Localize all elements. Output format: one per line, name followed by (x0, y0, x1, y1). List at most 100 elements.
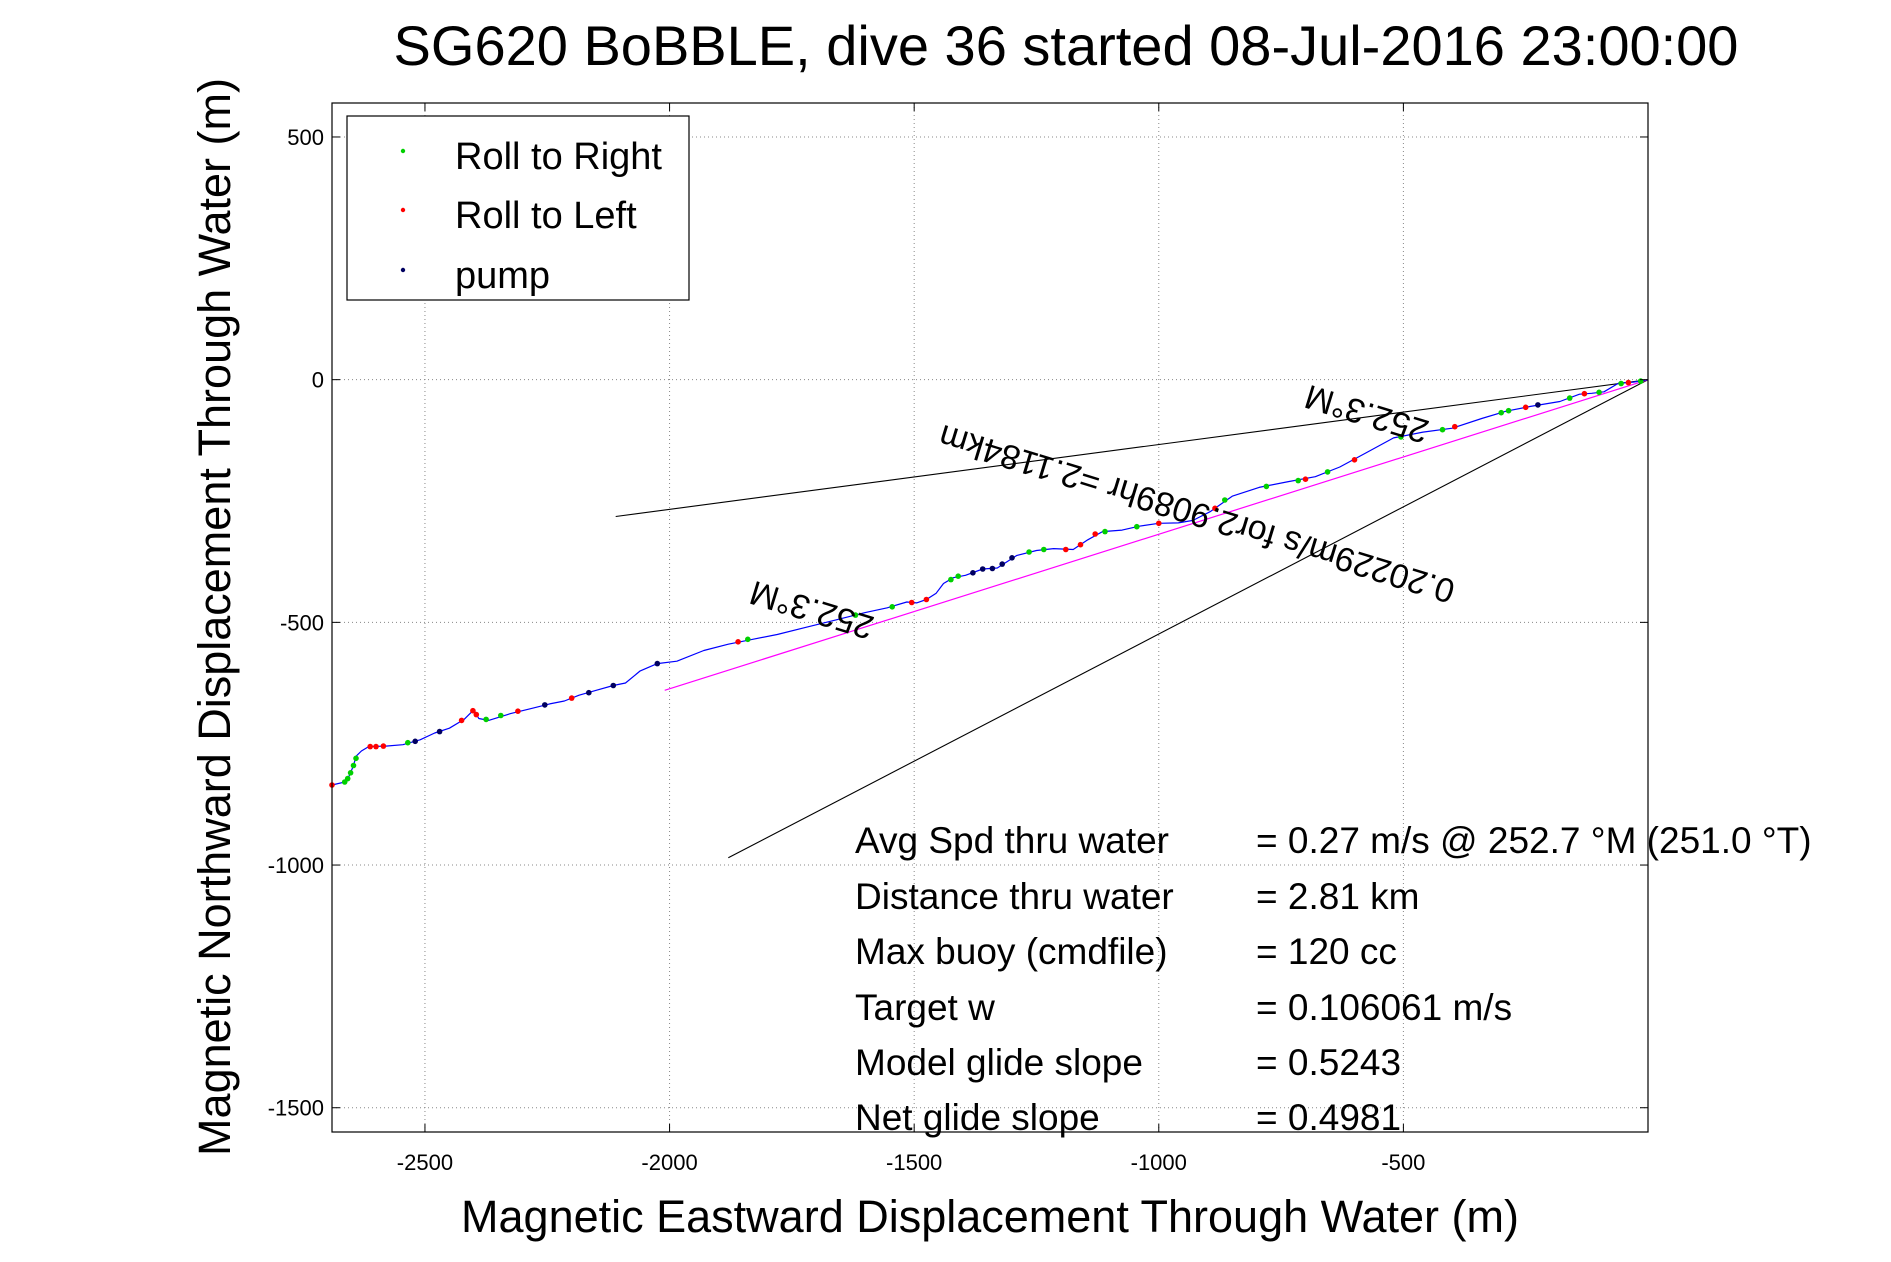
marker-roll-left (1156, 520, 1162, 527)
legend-marker-roll-left (400, 207, 406, 213)
marker-roll-right (1324, 469, 1331, 475)
stat-label-avg-speed: Avg Spd thru water (855, 820, 1169, 861)
marker-roll-right (948, 576, 954, 583)
marker-roll-right (341, 779, 348, 785)
marker-pump (1535, 402, 1541, 408)
stat-label-net-glide: Net glide slope (855, 1097, 1100, 1138)
marker-pump (970, 570, 976, 576)
legend-marker-pump (400, 267, 406, 273)
stat-value-model-glide: = 0.5243 (1256, 1042, 1401, 1083)
marker-pump (654, 660, 661, 667)
marker-roll-right (1439, 426, 1446, 433)
stat-label-target-w: Target w (855, 987, 995, 1028)
average-current-line-path (664, 379, 1649, 691)
marker-roll-right (405, 739, 411, 746)
marker-roll-left (1063, 546, 1069, 553)
marker-roll-right (498, 712, 504, 719)
y-tick-label: 0 (312, 368, 324, 393)
stat-value-max-buoy: = 120 cc (1256, 931, 1397, 972)
x-tick-label: -1500 (886, 1150, 942, 1175)
marker-roll-right (1295, 477, 1301, 484)
marker-roll-right (1505, 407, 1512, 414)
marker-roll-left (1302, 476, 1309, 483)
stat-label-model-glide: Model glide slope (855, 1042, 1143, 1083)
y-tick-label: -1000 (268, 853, 324, 878)
marker-pump (542, 702, 548, 708)
stat-value-avg-speed: = 0.27 m/s @ 252.7 °M (251.0 °T) (1256, 820, 1812, 861)
marker-roll-right (350, 762, 357, 769)
marker-roll-left (1522, 404, 1529, 411)
marker-roll-right (1263, 483, 1270, 490)
marker-roll-left (1077, 541, 1084, 548)
marker-roll-right (1134, 523, 1140, 530)
marker-roll-left (1351, 457, 1358, 463)
grid (332, 103, 1648, 1132)
legend-label-roll-right: Roll to Right (455, 136, 662, 178)
marker-roll-right (955, 573, 961, 579)
marker-pump (586, 689, 592, 696)
marker-roll-left (367, 743, 374, 750)
marker-roll-left (735, 639, 741, 645)
stat-value-distance: = 2.81 km (1256, 876, 1420, 917)
marker-roll-left (1212, 505, 1218, 512)
legend-marker-roll-right (400, 148, 406, 154)
stat-label-max-buoy: Max buoy (cmdfile) (855, 931, 1168, 972)
legend: Roll to Right Roll to Left pump (346, 115, 690, 301)
marker-pump (999, 561, 1005, 567)
marker-roll-right (1618, 380, 1624, 387)
marker-roll-left (1625, 379, 1632, 386)
marker-roll-left (1452, 423, 1458, 430)
marker-pump (979, 566, 986, 572)
marker-roll-right (353, 755, 359, 762)
y-tick-label: -1500 (268, 1096, 324, 1121)
y-tick-label: 500 (287, 125, 324, 150)
marker-roll-left (380, 743, 387, 749)
marker-roll-left (458, 717, 465, 724)
stat-label-distance: Distance thru water (855, 876, 1174, 917)
marker-roll-left (1581, 390, 1588, 397)
marker-roll-right (1596, 389, 1602, 396)
x-axis-label: Magnetic Eastward Displacement Through W… (461, 1191, 1519, 1242)
marker-roll-right (1398, 434, 1404, 440)
stat-value-target-w: = 0.106061 m/s (1256, 987, 1512, 1028)
marker-pump (1009, 555, 1015, 561)
marker-roll-right (1498, 409, 1504, 416)
marker-roll-right (745, 636, 751, 643)
chart-title: SG620 BoBBLE, dive 36 started 08-Jul-201… (394, 14, 1739, 77)
x-tick-label: -2000 (641, 1150, 697, 1175)
marker-roll-left (908, 599, 915, 606)
marker-roll-left (373, 743, 379, 750)
stats-block: Avg Spd thru water = 0.27 m/s @ 252.7 °M… (855, 820, 1812, 1138)
stat-value-net-glide: = 0.4981 (1256, 1097, 1401, 1138)
marker-roll-left (470, 707, 476, 714)
marker-roll-left (1092, 531, 1098, 537)
marker-roll-left (515, 708, 521, 714)
marker-roll-right (1222, 497, 1228, 503)
marker-pump (436, 728, 443, 735)
marker-roll-right (1566, 395, 1573, 401)
marker-roll-left (473, 711, 480, 718)
marker-pump (412, 738, 419, 745)
x-tick-label: -2500 (397, 1150, 453, 1175)
legend-label-roll-left: Roll to Left (455, 195, 637, 237)
y-tick-label: -500 (280, 610, 324, 635)
marker-roll-right (889, 604, 895, 610)
marker-roll-right (1102, 528, 1108, 535)
marker-roll-right (1041, 546, 1047, 553)
x-tick-label: -1000 (1131, 1150, 1187, 1175)
marker-roll-left (923, 596, 930, 603)
x-tick-label: -500 (1381, 1150, 1425, 1175)
y-axis-label: Magnetic Northward Displacement Through … (189, 78, 240, 1156)
legend-label-pump: pump (455, 255, 550, 297)
marker-roll-left (568, 695, 575, 701)
marker-roll-right (483, 716, 489, 723)
marker-roll-right (1637, 378, 1644, 384)
marker-pump (989, 565, 996, 572)
marker-roll-right (852, 612, 859, 618)
markers (329, 378, 1644, 788)
average-current-line (664, 379, 1649, 691)
marker-roll-right (347, 770, 354, 776)
plot-frame (331, 102, 1649, 1133)
marker-roll-right (1026, 549, 1032, 555)
